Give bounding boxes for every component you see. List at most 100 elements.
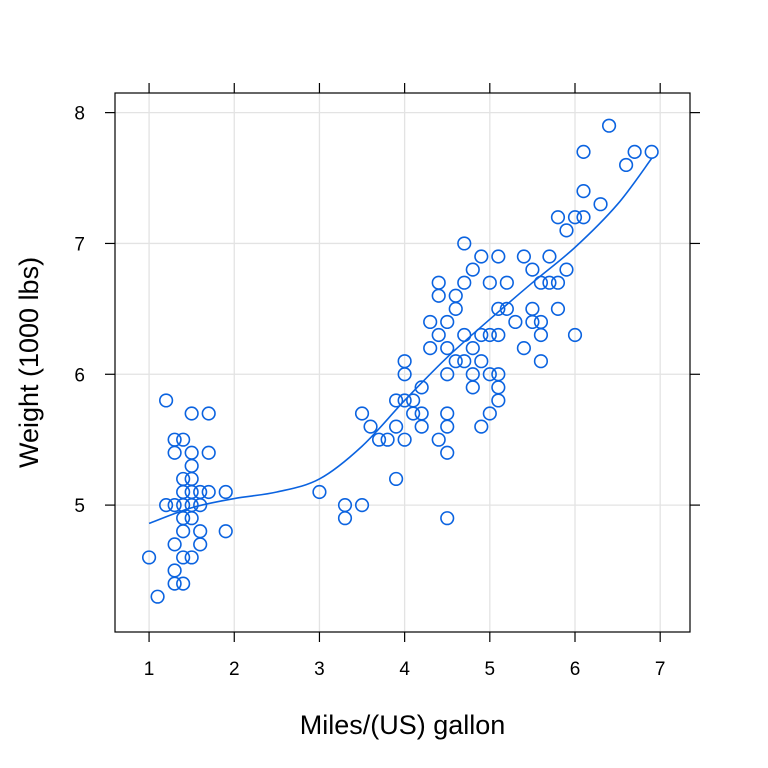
data-point: [457, 327, 472, 343]
data-point: [431, 275, 446, 290]
data-point: [482, 406, 497, 421]
data-point: [218, 484, 233, 500]
data-point: [491, 249, 506, 264]
data-point: [576, 210, 591, 225]
data-point: [491, 393, 506, 408]
data-point: [491, 327, 506, 343]
data-point: [542, 249, 557, 264]
data-point: [406, 393, 421, 408]
data-point: [167, 563, 182, 578]
data-point: [644, 144, 659, 159]
data-point: [457, 236, 472, 251]
y-tick-label: 8: [74, 104, 85, 125]
data-point: [431, 288, 446, 303]
data-point: [499, 301, 514, 316]
data-point: [465, 262, 480, 277]
data-point: [423, 314, 438, 330]
data-point: [533, 327, 549, 343]
data-point: [397, 393, 412, 408]
data-point: [201, 406, 216, 421]
data-point: [184, 458, 199, 473]
x-tick-label: 3: [314, 659, 325, 680]
data-point: [363, 419, 378, 434]
data-point: [167, 445, 182, 460]
data-point: [448, 354, 463, 369]
data-point: [389, 393, 404, 408]
x-tick-label: 7: [655, 659, 666, 680]
data-point: [491, 380, 506, 395]
data-point: [448, 288, 463, 303]
data-point: [184, 471, 199, 487]
y-tick-label: 7: [74, 234, 85, 255]
data-point: [627, 144, 642, 159]
data-point: [414, 419, 429, 434]
data-point: [482, 327, 497, 343]
x-tick-label: 6: [570, 659, 581, 680]
x-axis: 1 2 3 4 5 6 7: [144, 83, 666, 680]
data-point: [150, 589, 165, 604]
data-point: [550, 275, 566, 290]
data-point: [576, 184, 591, 199]
y-tick-label: 5: [74, 496, 85, 517]
y-axis-title: Weight (1000 lbs): [14, 257, 44, 468]
data-point: [312, 484, 327, 500]
data-point: [193, 524, 208, 539]
data-point: [218, 524, 233, 539]
data-point: [474, 354, 489, 369]
data-point: [457, 275, 472, 290]
data-point: [440, 511, 455, 526]
y-axis: 5 6 7 8: [74, 104, 700, 517]
data-point: [431, 432, 446, 447]
data-point: [499, 275, 514, 290]
data-point: [193, 497, 208, 513]
data-point: [533, 275, 549, 290]
data-point: [508, 314, 523, 330]
data-point: [533, 314, 549, 330]
grid-lines: [115, 93, 690, 632]
data-point: [389, 471, 404, 487]
data-points: [141, 118, 659, 604]
data-point: [474, 327, 489, 343]
data-point: [184, 445, 199, 460]
data-point: [448, 301, 463, 316]
data-point: [423, 341, 438, 356]
x-axis-title: Miles/(US) gallon: [300, 710, 506, 740]
data-point: [184, 406, 199, 421]
x-tick-label: 4: [399, 659, 410, 680]
data-point: [201, 445, 216, 460]
data-point: [593, 197, 608, 212]
data-point: [176, 432, 191, 447]
data-point: [389, 419, 404, 434]
data-point: [619, 157, 634, 173]
data-point: [184, 511, 199, 526]
data-point: [167, 576, 182, 591]
data-point: [550, 210, 566, 225]
x-tick-label: 1: [144, 659, 155, 680]
data-point: [567, 327, 583, 343]
data-point: [176, 524, 191, 539]
data-point: [414, 406, 429, 421]
data-point: [601, 118, 617, 133]
data-point: [474, 249, 489, 264]
plot-frame: [114, 92, 691, 633]
data-point: [516, 249, 531, 264]
data-point: [516, 341, 531, 356]
data-point: [167, 497, 182, 513]
data-point: [474, 419, 489, 434]
data-point: [371, 432, 387, 447]
fit-line-group: [148, 157, 653, 525]
data-point: [397, 367, 412, 382]
data-point: [533, 354, 549, 369]
data-point: [525, 262, 540, 277]
data-point: [440, 445, 455, 460]
data-point: [525, 301, 540, 316]
data-point: [337, 511, 353, 526]
data-point: [559, 262, 574, 277]
data-point: [406, 406, 421, 421]
data-point: [193, 537, 208, 552]
data-point: [465, 341, 480, 356]
x-tick-label: 2: [229, 659, 240, 680]
data-point: [176, 576, 191, 591]
data-point: [354, 406, 370, 421]
